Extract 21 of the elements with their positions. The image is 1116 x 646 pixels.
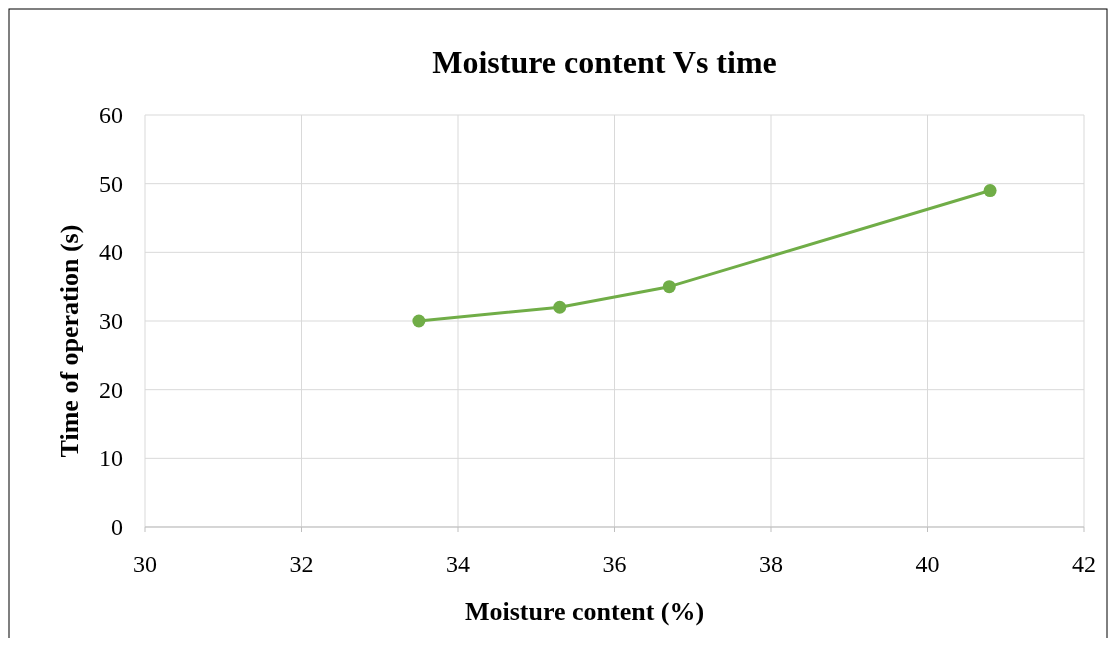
x-tick-label: 34 <box>446 551 470 577</box>
y-tick-label: 50 <box>99 170 123 197</box>
point <box>983 184 997 198</box>
point <box>662 280 676 294</box>
x-tick-label: 30 <box>133 551 157 577</box>
y-tick-label: 10 <box>99 445 123 472</box>
y-tick-label: 40 <box>99 239 123 266</box>
x-tick-label: 36 <box>602 551 627 577</box>
chart-title: Moisture content Vs time <box>432 44 777 80</box>
point <box>412 314 426 328</box>
x-tick-label: 38 <box>759 551 783 577</box>
y-axis-title: Time of operation (s) <box>55 224 84 458</box>
y-tick-label: 60 <box>99 102 123 128</box>
point <box>553 300 567 314</box>
x-axis-title: Moisture content (%) <box>464 597 705 626</box>
x-tick-label: 42 <box>1072 551 1096 577</box>
y-tick-label: 0 <box>111 514 123 540</box>
x-tick-label: 32 <box>289 551 314 577</box>
y-tick-label: 20 <box>99 376 123 403</box>
x-tick-label: 40 <box>915 551 940 577</box>
y-tick-label: 30 <box>99 308 123 334</box>
